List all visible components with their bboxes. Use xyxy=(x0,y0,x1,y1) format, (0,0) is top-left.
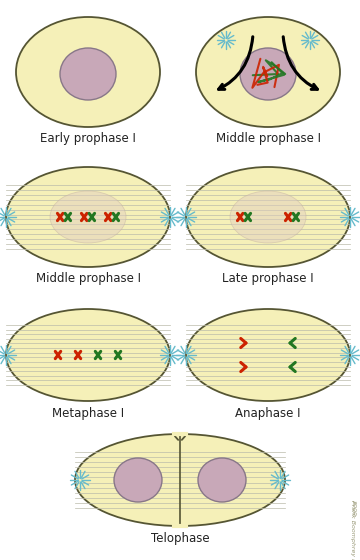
Ellipse shape xyxy=(114,458,162,502)
Text: Telophase: Telophase xyxy=(151,532,209,545)
Text: Late prophase I: Late prophase I xyxy=(222,272,314,285)
Ellipse shape xyxy=(16,17,160,127)
Ellipse shape xyxy=(196,17,340,127)
Ellipse shape xyxy=(186,167,350,267)
Text: Anaphase I: Anaphase I xyxy=(235,407,301,420)
Text: 2009: 2009 xyxy=(351,500,356,516)
Ellipse shape xyxy=(6,309,170,401)
Ellipse shape xyxy=(230,191,306,243)
Ellipse shape xyxy=(6,167,170,267)
Ellipse shape xyxy=(75,434,285,526)
Ellipse shape xyxy=(60,48,116,100)
Text: Metaphase I: Metaphase I xyxy=(52,407,124,420)
Text: Frank Boomphrey M.D.: Frank Boomphrey M.D. xyxy=(350,500,355,560)
Ellipse shape xyxy=(50,191,126,243)
Ellipse shape xyxy=(198,458,246,502)
Text: Middle prophase I: Middle prophase I xyxy=(216,132,320,145)
Text: Early prophase I: Early prophase I xyxy=(40,132,136,145)
Text: Middle prophase I: Middle prophase I xyxy=(36,272,140,285)
Ellipse shape xyxy=(186,309,350,401)
Ellipse shape xyxy=(240,48,296,100)
